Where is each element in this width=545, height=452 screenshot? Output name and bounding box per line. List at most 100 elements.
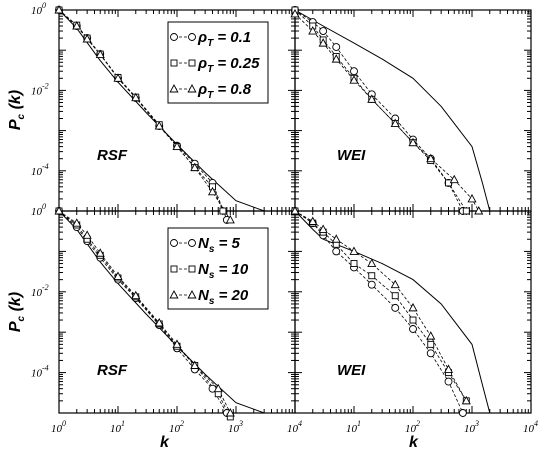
marker-circle [332,43,341,51]
y-tick-label: 100 [31,1,46,17]
legend-label: ρT = 0.25 [197,55,260,75]
x-tick-label: 100 [51,419,66,435]
panel-label-top-left: RSF [97,147,128,164]
legend-label: Ns = 5 [198,235,241,255]
y-axis-label: Pc (k) [7,90,27,130]
marker-triangle [367,94,377,103]
panel-label-bottom-right: WEI [337,362,366,379]
marker-triangle [290,8,300,18]
x-tick-label: 103 [464,419,479,435]
x-tick-label: 104 [287,419,302,435]
marker-triangle [426,153,436,163]
marker-square [188,265,196,273]
panel-label-top-right: WEI [337,147,366,164]
marker-triangle [172,339,182,348]
marker-square [409,316,417,324]
marker-triangle [474,206,484,215]
panel-frame-bottom-right [294,210,532,414]
marker-triangle [290,206,300,215]
marker-circle [444,377,453,386]
marker-triangle [408,137,418,147]
marker-triangle [308,26,318,35]
marker-triangle [349,246,359,255]
marker-triangle [443,364,454,373]
marker-triangle [308,216,318,225]
legend-box-top-left [167,21,269,104]
marker-triangle [95,49,105,58]
y-tick-label: 10-2 [31,283,49,299]
x-tick-label: 103 [228,419,243,435]
reference-curve-top-right [294,9,491,212]
x-axis-label: k [409,434,419,451]
marker-triangle [207,186,218,196]
marker-triangle [187,84,197,93]
y-tick-label: 10-4 [31,162,49,178]
marker-circle [350,67,358,76]
marker-triangle [169,290,179,299]
marker-triangle [187,290,197,299]
marker-circle [188,33,196,41]
marker-triangle [72,218,82,227]
y-tick-label: 10-2 [31,81,49,97]
reference-curve-bottom-right [294,210,491,414]
y-tick-label: 10-4 [31,364,49,380]
marker-triangle [318,224,328,233]
marker-triangle [367,258,377,268]
marker-triangle [331,234,341,243]
series-line-triangle [294,210,467,401]
marker-triangle [426,331,436,340]
x-tick-label: 104 [523,419,538,435]
marker-circle [426,349,435,358]
marker-triangle [82,34,92,43]
marker-circle [319,27,328,35]
marker-triangle [154,317,164,327]
marker-triangle [169,84,179,93]
marker-triangle [318,38,328,47]
marker-circle [409,325,417,333]
marker-triangle [213,383,223,393]
axis-ticks [58,10,531,414]
marker-square [462,207,470,215]
marker-triangle [467,193,477,203]
panel-label-bottom-left: RSF [97,362,128,379]
marker-square [188,59,196,67]
marker-triangle [113,73,123,82]
marker-triangle [461,395,471,405]
marker-circle [170,33,178,41]
marker-triangle [95,248,105,257]
marker-square [350,260,358,268]
marker-triangle [225,408,235,417]
marker-circle [391,303,400,312]
marker-square [391,292,399,300]
marker-circle [458,409,467,417]
marker-triangle [390,118,400,127]
marker-triangle [190,360,200,369]
marker-triangle [72,21,82,30]
x-axis-label: k [160,434,170,451]
marker-circle [170,239,178,247]
x-tick-label: 101 [110,419,125,435]
marker-triangle [154,121,164,130]
marker-circle [332,247,341,256]
marker-triangle [190,162,200,172]
x-tick-label: 101 [346,419,361,435]
legend-box-bottom-left [167,227,269,310]
marker-triangle [331,54,341,63]
series-line-square [294,210,467,402]
marker-triangle [408,302,418,312]
marker-triangle [172,141,182,151]
series-line-square [294,9,467,212]
marker-triangle [82,230,92,239]
series-line-circle [294,210,464,414]
x-tick-label: 102 [405,419,420,435]
marker-triangle [225,214,235,224]
marker-square [427,340,435,348]
marker-circle [367,280,376,289]
marker-triangle [54,5,64,14]
marker-triangle [349,75,359,84]
marker-triangle [54,206,64,215]
marker-square [368,272,376,280]
marker-triangle [449,174,459,184]
marker-triangle [113,271,123,280]
